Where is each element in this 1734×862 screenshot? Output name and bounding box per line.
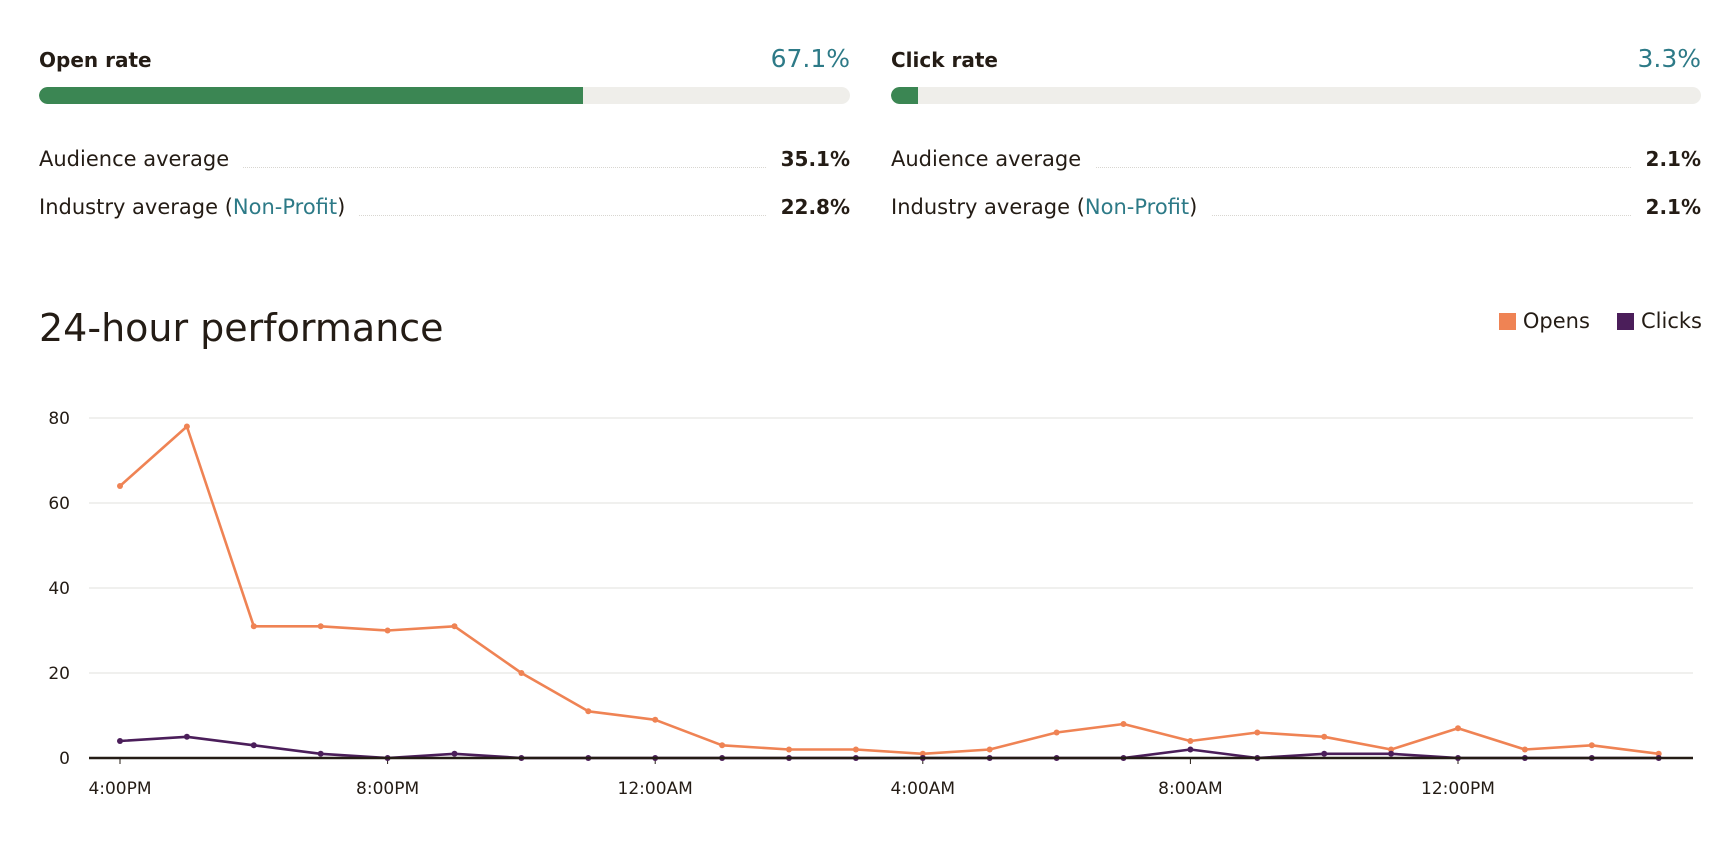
legend-item-clicks[interactable]: Clicks [1617, 309, 1702, 333]
opens-data-point [585, 708, 592, 715]
opens-data-point [183, 423, 190, 430]
opens-data-point [451, 623, 458, 630]
industry-average-label-prefix: Industry average ( [891, 195, 1085, 219]
clicks-data-point [1388, 750, 1395, 757]
clicks-series-line [119, 735, 1659, 760]
x-tick-label: 12:00AM [618, 779, 693, 799]
open-rate-audience-average-row: Audience average 35.1% [39, 147, 850, 177]
clicks-data-point [317, 750, 324, 757]
opens-data-point [317, 623, 324, 630]
industry-average-label-prefix: Industry average ( [39, 195, 233, 219]
clicks-data-point [250, 742, 257, 749]
opens-data-point [518, 670, 525, 676]
legend-label-opens: Opens [1522, 309, 1590, 333]
chart-legend: Opens Clicks [1477, 309, 1702, 337]
audience-average-label: Audience average [39, 147, 244, 171]
opens-data-point [1053, 729, 1060, 736]
opens-data-point [1388, 746, 1395, 753]
dotted-leader [891, 215, 1701, 216]
x-tick-label: 8:00PM [356, 779, 419, 799]
industry-average-label: Industry average (Non-Profit) [891, 195, 1212, 219]
open-rate-progress-fill [39, 87, 584, 104]
opens-data-point [1655, 750, 1662, 757]
opens-data-point [1321, 733, 1328, 740]
opens-data-point [652, 716, 659, 723]
industry-link-non-profit[interactable]: Non-Profit [232, 195, 338, 219]
legend-item-opens[interactable]: Opens [1498, 309, 1590, 333]
dotted-leader [39, 167, 850, 168]
open-rate-industry-average-row: Industry average (Non-Profit) 22.8% [39, 195, 850, 225]
y-tick-label: 0 [59, 749, 70, 769]
opens-data-point [250, 623, 257, 630]
clicks-data-point [1321, 750, 1328, 757]
open-rate-header: Open rate 67.1% [39, 44, 850, 74]
dotted-leader [39, 215, 850, 216]
industry-average-label: Industry average (Non-Profit) [39, 195, 360, 219]
opens-data-point [117, 483, 123, 489]
audience-average-value: 35.1% [766, 147, 850, 171]
industry-average-label-suffix: ) [1189, 195, 1198, 219]
opens-data-point [786, 746, 792, 753]
x-tick-label: 12:00PM [1421, 779, 1495, 799]
opens-data-point [1588, 742, 1595, 749]
opens-data-point [384, 627, 391, 634]
industry-average-label-suffix: ) [337, 195, 346, 219]
opens-data-point [1455, 725, 1461, 732]
clicks-data-point [183, 733, 190, 740]
opens-swatch [1498, 313, 1516, 330]
click-rate-progress-fill [891, 87, 918, 104]
clicks-data-point [451, 750, 458, 757]
industry-link-non-profit[interactable]: Non-Profit [1084, 195, 1190, 219]
opens-data-point [719, 742, 726, 749]
dotted-leader [891, 167, 1701, 168]
performance-title: 24-hour performance [39, 306, 444, 350]
legend-label-clicks: Clicks [1641, 309, 1702, 333]
click-rate-label: Click rate [891, 48, 998, 72]
click-rate-progress-bar [891, 87, 1701, 104]
opens-data-point [852, 746, 859, 753]
opens-data-point [986, 746, 993, 753]
opens-series-line [119, 425, 1659, 756]
y-tick-label: 60 [48, 494, 70, 514]
industry-average-value: 2.1% [1631, 195, 1701, 219]
x-tick-label: 4:00AM [891, 779, 955, 799]
industry-average-value: 22.8% [766, 195, 850, 219]
click-rate-industry-average-row: Industry average (Non-Profit) 2.1% [891, 195, 1701, 225]
x-tick-label: 4:00PM [88, 779, 151, 799]
open-rate-label: Open rate [39, 48, 152, 72]
clicks-data-point [1187, 746, 1194, 753]
click-rate-header: Click rate 3.3% [891, 44, 1701, 74]
clicks-data-point [117, 738, 123, 744]
open-rate-progress-bar [39, 87, 850, 104]
opens-data-point [1521, 746, 1528, 753]
y-tick-label: 80 [48, 409, 70, 429]
open-rate-value: 67.1% [770, 44, 850, 73]
clicks-swatch [1617, 313, 1635, 330]
click-rate-audience-average-row: Audience average 2.1% [891, 147, 1701, 177]
opens-data-point [1120, 721, 1127, 727]
audience-average-label: Audience average [891, 147, 1096, 171]
opens-data-point [919, 750, 926, 757]
x-tick-label: 8:00AM [1158, 779, 1222, 799]
audience-average-value: 2.1% [1631, 147, 1701, 171]
y-tick-label: 40 [48, 579, 70, 599]
opens-data-point [1187, 738, 1194, 744]
opens-data-point [1254, 729, 1261, 736]
y-tick-label: 20 [48, 664, 70, 684]
click-rate-value: 3.3% [1637, 44, 1701, 73]
